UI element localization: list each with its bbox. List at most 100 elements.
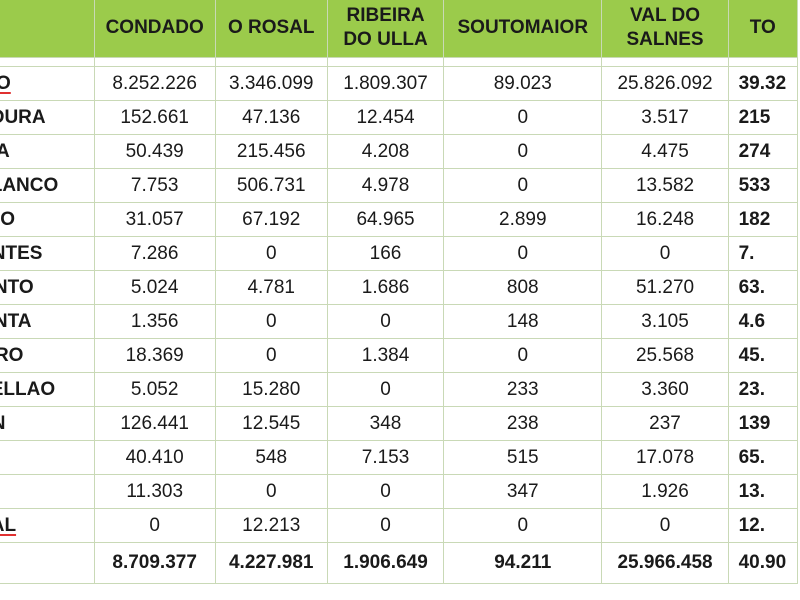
- value-cell[interactable]: 64.965: [326, 202, 445, 237]
- value-cell[interactable]: 4.475: [601, 134, 729, 169]
- value-cell[interactable]: 89.023: [443, 66, 603, 101]
- value-cell[interactable]: 1.926: [601, 474, 729, 509]
- value-cell[interactable]: 166: [326, 236, 445, 271]
- value-cell[interactable]: 0: [443, 236, 603, 271]
- value-cell[interactable]: 0: [601, 236, 729, 271]
- value-cell[interactable]: 0: [443, 100, 603, 135]
- value-cell[interactable]: 0: [93, 508, 216, 543]
- value-cell[interactable]: 8.252.226: [93, 66, 216, 101]
- header-cell-ribeira-do-ulla[interactable]: RIBEIRA DO ULLA: [326, 0, 445, 58]
- value-cell[interactable]: 348: [326, 406, 445, 441]
- grand-total-value-cell[interactable]: 25.966.458: [601, 542, 729, 584]
- value-cell[interactable]: 0: [214, 474, 328, 509]
- row-name-cell[interactable]: TINTO: [0, 270, 95, 305]
- row-name-cell[interactable]: A: [0, 440, 95, 475]
- header-cell-o-rosal[interactable]: O ROSAL: [214, 0, 328, 58]
- grand-total-value-cell[interactable]: 4.227.981: [214, 542, 328, 584]
- value-cell[interactable]: 13.582: [601, 168, 729, 203]
- value-cell[interactable]: 0: [326, 372, 445, 407]
- row-name-cell[interactable]: ON: [0, 406, 95, 441]
- value-cell[interactable]: 1.686: [326, 270, 445, 305]
- value-cell[interactable]: 11.303: [93, 474, 216, 509]
- value-cell[interactable]: 148: [443, 304, 603, 339]
- value-cell[interactable]: 0: [326, 508, 445, 543]
- value-cell[interactable]: 0: [214, 304, 328, 339]
- value-cell[interactable]: 12.454: [326, 100, 445, 135]
- value-cell[interactable]: 67.192: [214, 202, 328, 237]
- value-cell[interactable]: 47.136: [214, 100, 328, 135]
- row-name-cell[interactable]: ONTES: [0, 236, 95, 271]
- value-cell[interactable]: 0: [601, 508, 729, 543]
- header-cell-val-do-salnes[interactable]: VAL DO SALNES: [601, 0, 729, 58]
- value-cell[interactable]: 152.661: [93, 100, 216, 135]
- value-cell[interactable]: 506.731: [214, 168, 328, 203]
- header-cell-condado[interactable]: CONDADO: [93, 0, 216, 58]
- value-cell[interactable]: 5.024: [93, 270, 216, 305]
- grand-total-cell[interactable]: 40.90: [727, 542, 799, 584]
- value-cell[interactable]: 18.369: [93, 338, 216, 373]
- value-cell[interactable]: 548: [214, 440, 328, 475]
- value-cell[interactable]: 7.286: [93, 236, 216, 271]
- value-cell[interactable]: 126.441: [93, 406, 216, 441]
- value-cell[interactable]: 0: [443, 338, 603, 373]
- row-name-cell[interactable]: TINTA: [0, 304, 95, 339]
- row-total-cell[interactable]: 215: [727, 100, 799, 135]
- row-total-cell[interactable]: 65.: [727, 440, 799, 475]
- value-cell[interactable]: 515: [443, 440, 603, 475]
- value-cell[interactable]: 808: [443, 270, 603, 305]
- value-cell[interactable]: 237: [601, 406, 729, 441]
- row-total-cell[interactable]: 4.6: [727, 304, 799, 339]
- value-cell[interactable]: 0: [443, 134, 603, 169]
- value-cell[interactable]: 50.439: [93, 134, 216, 169]
- value-cell[interactable]: 12.213: [214, 508, 328, 543]
- row-name-cell[interactable]: BLANCO: [0, 168, 95, 203]
- value-cell[interactable]: 12.545: [214, 406, 328, 441]
- row-total-cell[interactable]: 533: [727, 168, 799, 203]
- grand-total-label-cell[interactable]: [0, 542, 95, 584]
- value-cell[interactable]: 0: [326, 474, 445, 509]
- value-cell[interactable]: 3.346.099: [214, 66, 328, 101]
- value-cell[interactable]: 4.208: [326, 134, 445, 169]
- row-name-cell[interactable]: IÑO: [0, 66, 95, 101]
- value-cell[interactable]: 5.052: [93, 372, 216, 407]
- value-cell[interactable]: 0: [214, 338, 328, 373]
- value-cell[interactable]: 17.078: [601, 440, 729, 475]
- value-cell[interactable]: 0: [443, 168, 603, 203]
- row-total-cell[interactable]: 63.: [727, 270, 799, 305]
- value-cell[interactable]: 215.456: [214, 134, 328, 169]
- value-cell[interactable]: 4.978: [326, 168, 445, 203]
- value-cell[interactable]: 1.356: [93, 304, 216, 339]
- value-cell[interactable]: 2.899: [443, 202, 603, 237]
- row-total-cell[interactable]: 13.: [727, 474, 799, 509]
- value-cell[interactable]: 40.410: [93, 440, 216, 475]
- row-total-cell[interactable]: 12.: [727, 508, 799, 543]
- value-cell[interactable]: 0: [214, 236, 328, 271]
- value-cell[interactable]: 31.057: [93, 202, 216, 237]
- row-total-cell[interactable]: 182: [727, 202, 799, 237]
- row-name-cell[interactable]: LLO: [0, 202, 95, 237]
- value-cell[interactable]: 4.781: [214, 270, 328, 305]
- row-name-cell[interactable]: IRA: [0, 134, 95, 169]
- row-name-cell[interactable]: ÑAL: [0, 508, 95, 543]
- value-cell[interactable]: 233: [443, 372, 603, 407]
- row-name-cell[interactable]: EIRO: [0, 338, 95, 373]
- row-total-cell[interactable]: 23.: [727, 372, 799, 407]
- value-cell[interactable]: 3.517: [601, 100, 729, 135]
- value-cell[interactable]: 0: [326, 304, 445, 339]
- header-cell-name[interactable]: [0, 0, 95, 58]
- row-name-cell[interactable]: CELLAO: [0, 372, 95, 407]
- row-total-cell[interactable]: 39.32: [727, 66, 799, 101]
- value-cell[interactable]: 3.360: [601, 372, 729, 407]
- value-cell[interactable]: 16.248: [601, 202, 729, 237]
- value-cell[interactable]: 347: [443, 474, 603, 509]
- row-total-cell[interactable]: 7.: [727, 236, 799, 271]
- row-total-cell[interactable]: 45.: [727, 338, 799, 373]
- value-cell[interactable]: 1.809.307: [326, 66, 445, 101]
- row-total-cell[interactable]: 274: [727, 134, 799, 169]
- row-name-cell[interactable]: ADURA: [0, 100, 95, 135]
- value-cell[interactable]: 238: [443, 406, 603, 441]
- grand-total-value-cell[interactable]: 94.211: [443, 542, 603, 584]
- row-total-cell[interactable]: 139: [727, 406, 799, 441]
- value-cell[interactable]: 25.568: [601, 338, 729, 373]
- value-cell[interactable]: 25.826.092: [601, 66, 729, 101]
